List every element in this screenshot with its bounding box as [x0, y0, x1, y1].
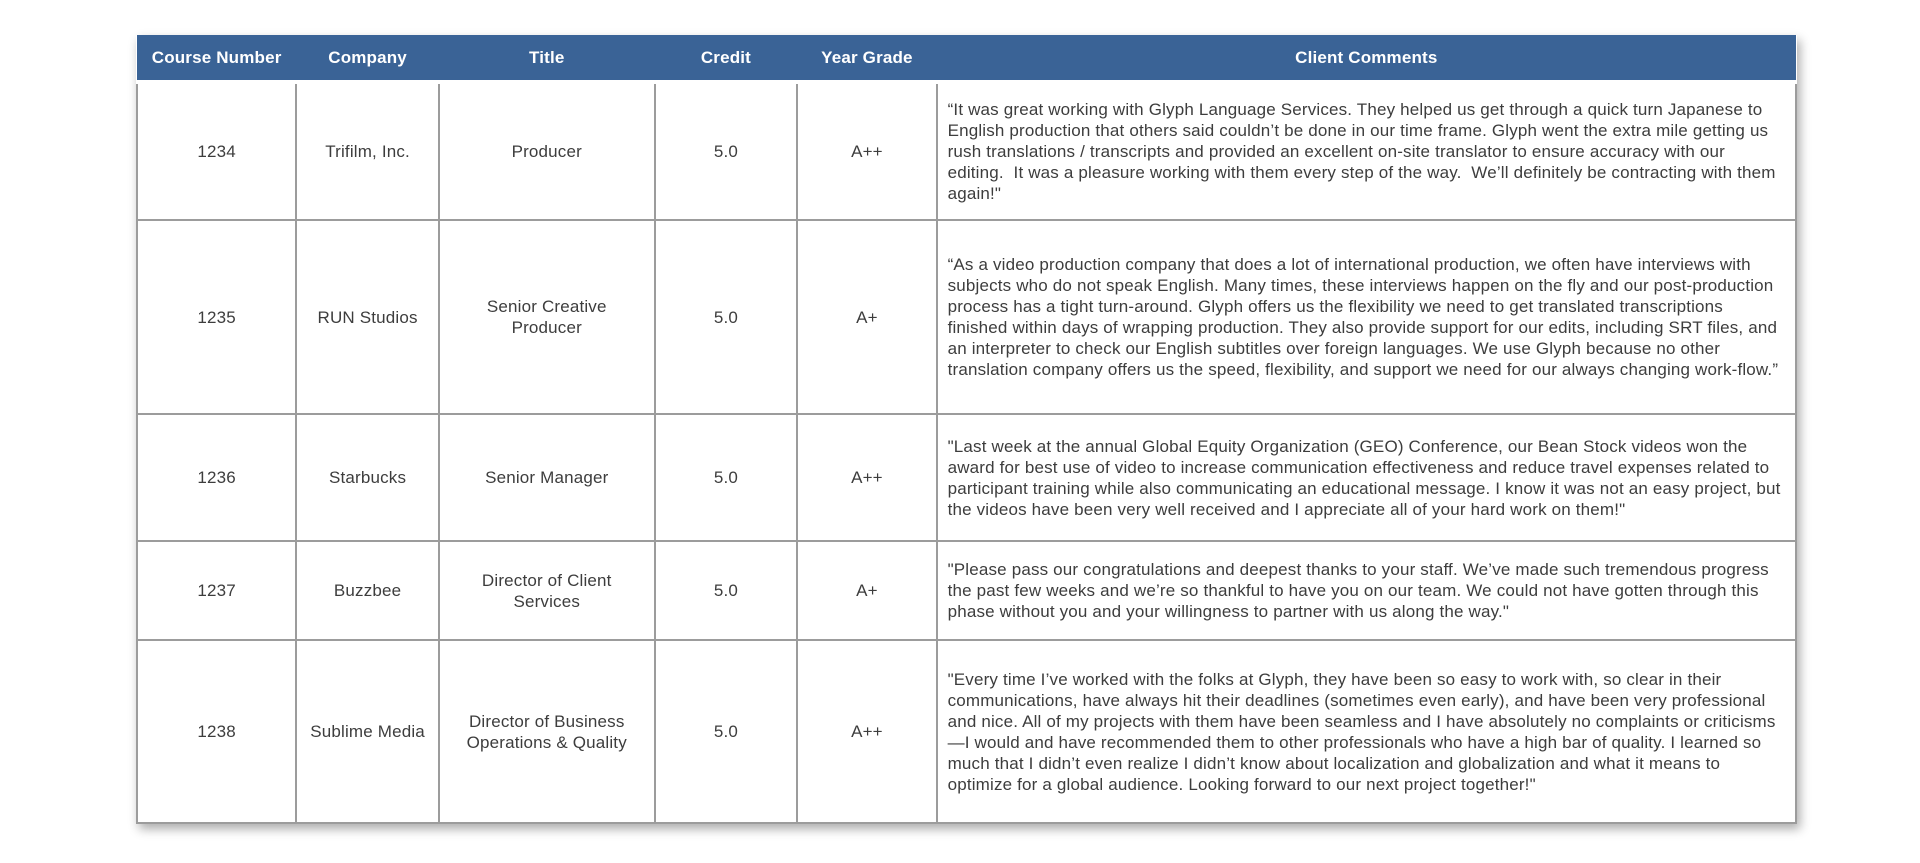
cell-client-comments: "Every time I’ve worked with the folks a…	[935, 639, 1798, 824]
cell-client-comments: "Please pass our congratulations and dee…	[935, 540, 1798, 641]
column-header-year-grade: Year Grade	[797, 35, 937, 84]
cell-client-comments: “As a video production company that does…	[935, 219, 1798, 415]
cell-title: Senior Manager	[437, 413, 656, 542]
cell-year-grade: A+	[796, 540, 938, 641]
cell-client-comments: "Last week at the annual Global Equity O…	[935, 413, 1798, 542]
cell-company: Starbucks	[295, 413, 440, 542]
column-header-course-number: Course Number	[137, 35, 297, 84]
cell-title: Director of Client Services	[437, 540, 656, 641]
header-row: Course Number Company Title Credit Year …	[137, 35, 1796, 84]
table-header: Course Number Company Title Credit Year …	[137, 35, 1796, 84]
cell-year-grade: A++	[796, 81, 938, 221]
cell-course-number: 1235	[135, 219, 298, 415]
table-row: 1236 Starbucks Senior Manager 5.0 A++ "L…	[135, 413, 1798, 542]
cell-credit: 5.0	[653, 639, 799, 824]
client-comments-table: Course Number Company Title Credit Year …	[135, 35, 1798, 824]
table-row: 1235 RUN Studios Senior Creative Produce…	[135, 219, 1798, 415]
column-header-credit: Credit	[654, 35, 798, 84]
cell-title: Producer	[437, 81, 656, 221]
cell-company: Trifilm, Inc.	[295, 81, 440, 221]
cell-client-comments: “It was great working with Glyph Languag…	[935, 81, 1798, 221]
cell-company: Sublime Media	[295, 639, 440, 824]
cell-year-grade: A+	[796, 219, 938, 415]
column-header-company: Company	[296, 35, 439, 84]
cell-title: Senior Creative Producer	[437, 219, 656, 415]
column-header-title: Title	[438, 35, 655, 84]
cell-course-number: 1234	[135, 81, 298, 221]
table-row: 1237 Buzzbee Director of Client Services…	[135, 540, 1798, 641]
client-reviews-table-container: Course Number Company Title Credit Year …	[135, 35, 1798, 824]
cell-credit: 5.0	[653, 413, 799, 542]
table-row: 1238 Sublime Media Director of Business …	[135, 639, 1798, 824]
cell-credit: 5.0	[653, 81, 799, 221]
cell-credit: 5.0	[653, 540, 799, 641]
cell-course-number: 1237	[135, 540, 298, 641]
cell-year-grade: A++	[796, 413, 938, 542]
cell-course-number: 1236	[135, 413, 298, 542]
cell-course-number: 1238	[135, 639, 298, 824]
column-header-client-comments: Client Comments	[936, 35, 1796, 84]
table-row: 1234 Trifilm, Inc. Producer 5.0 A++ “It …	[135, 81, 1798, 221]
cell-year-grade: A++	[796, 639, 938, 824]
cell-title: Director of Business Operations & Qualit…	[437, 639, 656, 824]
table-body: 1234 Trifilm, Inc. Producer 5.0 A++ “It …	[135, 81, 1798, 824]
cell-company: Buzzbee	[295, 540, 440, 641]
cell-company: RUN Studios	[295, 219, 440, 415]
cell-credit: 5.0	[653, 219, 799, 415]
